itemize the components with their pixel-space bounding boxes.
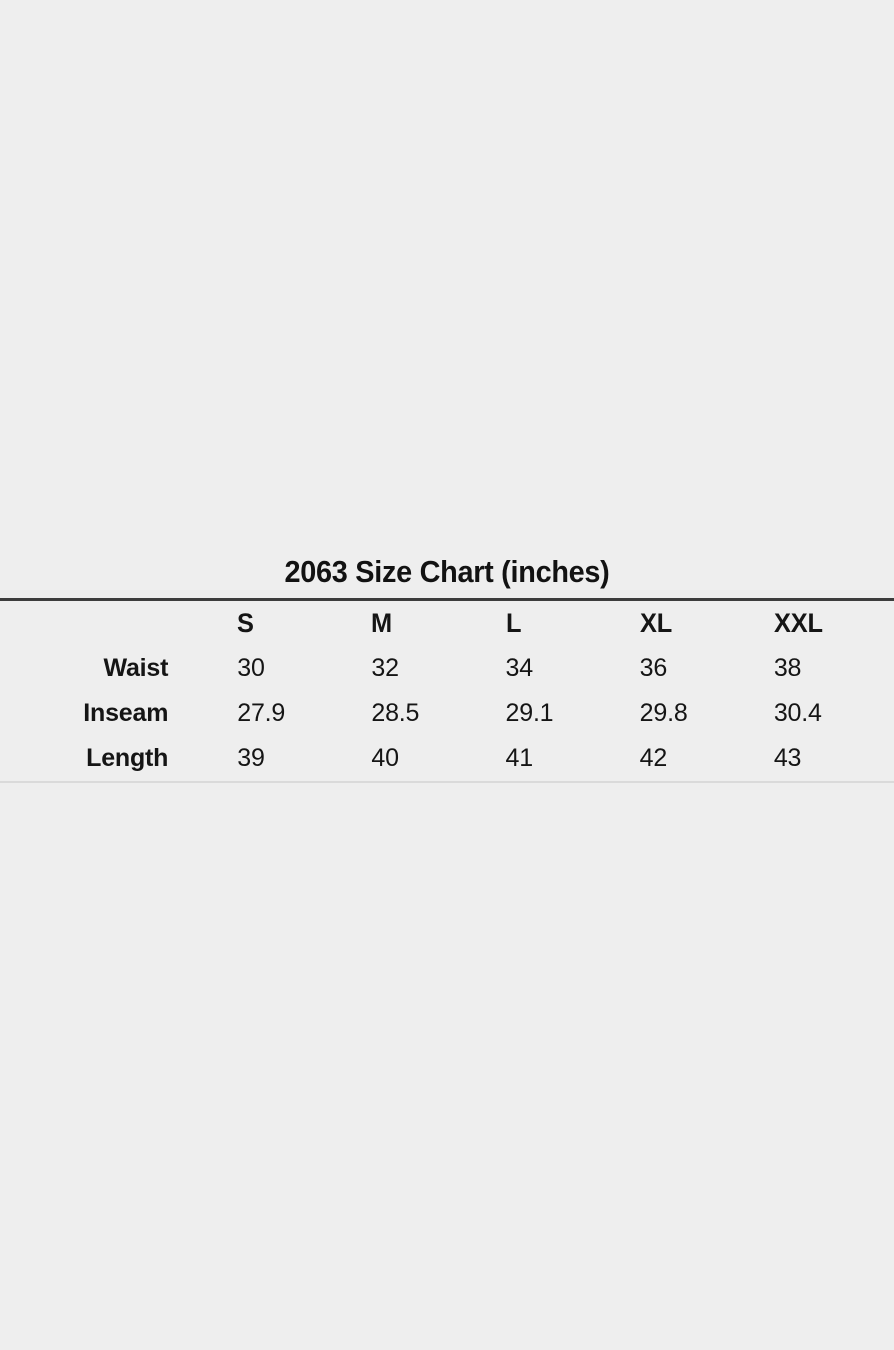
table-row: Length 39 40 41 42 43	[0, 736, 894, 781]
cell-waist-xl: 36	[639, 654, 668, 682]
table-row: Inseam 27.9 28.5 29.1 29.8 30.4	[0, 691, 894, 736]
cell-waist-xxl: 38	[773, 654, 802, 682]
table-top-rule	[0, 598, 894, 601]
table-row: Waist 30 32 34 36 38	[0, 646, 894, 691]
page-title: 2063 Size Chart (inches)	[284, 554, 610, 589]
column-header-xl: XL	[639, 608, 672, 638]
size-chart-block: 2063 Size Chart (inches) S M L XL XXL	[0, 552, 894, 783]
cell-inseam-xl: 29.8	[639, 699, 688, 727]
column-header-s: S	[237, 608, 254, 638]
size-chart-table: S M L XL XXL Waist 30 32 34 36 38 Inse	[0, 601, 894, 781]
cell-inseam-s: 27.9	[237, 699, 286, 727]
cell-length-s: 39	[237, 744, 265, 772]
row-label-waist: Waist	[103, 654, 169, 682]
cell-length-m: 40	[371, 744, 399, 772]
column-header-l: L	[505, 608, 522, 638]
column-header-xxl: XXL	[773, 608, 823, 638]
cell-inseam-m: 28.5	[371, 699, 420, 727]
row-label-inseam: Inseam	[83, 699, 169, 727]
cell-waist-s: 30	[237, 654, 265, 682]
table-header-row: S M L XL XXL	[0, 601, 894, 646]
table-bottom-rule	[0, 781, 894, 783]
cell-waist-l: 34	[505, 654, 534, 682]
column-header-m: M	[371, 608, 393, 638]
table-body: Waist 30 32 34 36 38 Inseam 27.9 28.5 29…	[0, 646, 894, 781]
row-label-length: Length	[86, 744, 169, 772]
cell-inseam-l: 29.1	[505, 699, 554, 727]
table-header: S M L XL XXL	[0, 601, 894, 646]
cell-length-l: 41	[505, 744, 534, 772]
cell-inseam-xxl: 30.4	[773, 699, 822, 727]
table-corner-cell	[0, 601, 223, 646]
cell-waist-m: 32	[371, 654, 399, 682]
cell-length-xl: 42	[639, 744, 668, 772]
cell-length-xxl: 43	[773, 744, 802, 772]
